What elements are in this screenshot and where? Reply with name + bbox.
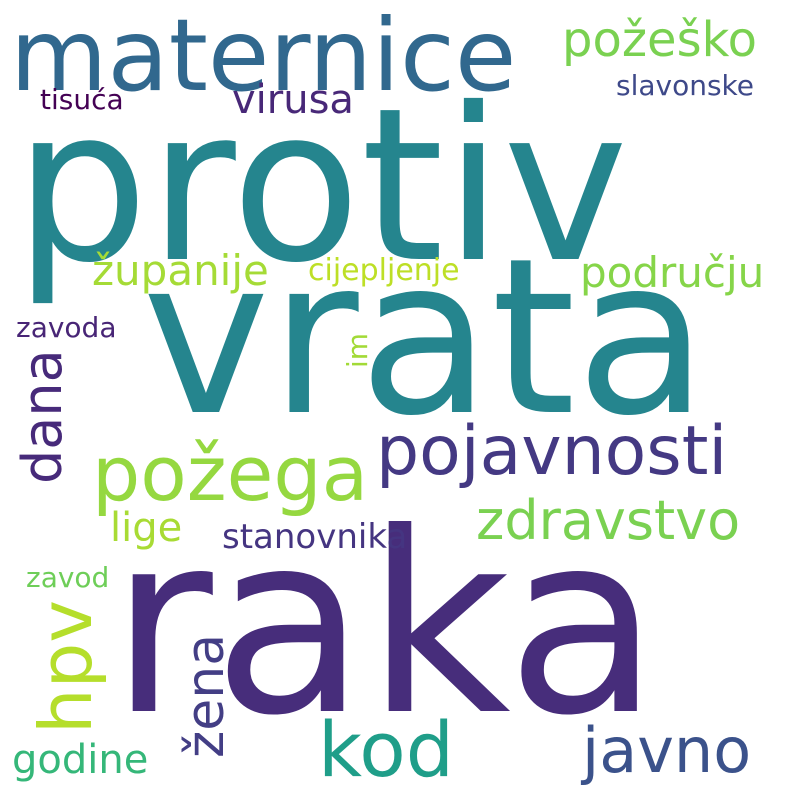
word-maternice: maternice: [10, 0, 517, 114]
word-zena: žena: [176, 633, 236, 758]
word-protiv: protiv: [14, 62, 629, 309]
word-stanovnika: stanovnika: [222, 517, 408, 557]
word-pojavnosti: pojavnosti: [376, 412, 728, 491]
word-zdravstvo: zdravstvo: [476, 489, 741, 552]
word-zavoda: zavoda: [16, 311, 117, 344]
word-javno: javno: [582, 714, 752, 787]
word-slavonske: slavonske: [616, 69, 755, 102]
word-pozesko: požeško: [562, 12, 758, 68]
word-cijepljenje: cijepljenje: [308, 253, 460, 288]
word-lige: lige: [110, 505, 183, 551]
word-zavod: zavod: [26, 561, 110, 594]
word-podrucju: području: [580, 248, 765, 297]
word-zupanije: županije: [92, 246, 269, 295]
word-godine: godine: [12, 737, 149, 783]
word-kod: kod: [318, 705, 455, 794]
word-vrata: vrata: [142, 212, 709, 463]
word-pozega: požega: [92, 429, 369, 518]
word-hpv: hpv: [24, 600, 108, 734]
word-im: im: [341, 332, 374, 368]
word-dana: dana: [11, 349, 74, 484]
word-virusa: virusa: [232, 77, 354, 123]
word-raka: raka: [110, 479, 660, 770]
word-tisuca: tisuća: [40, 83, 124, 116]
